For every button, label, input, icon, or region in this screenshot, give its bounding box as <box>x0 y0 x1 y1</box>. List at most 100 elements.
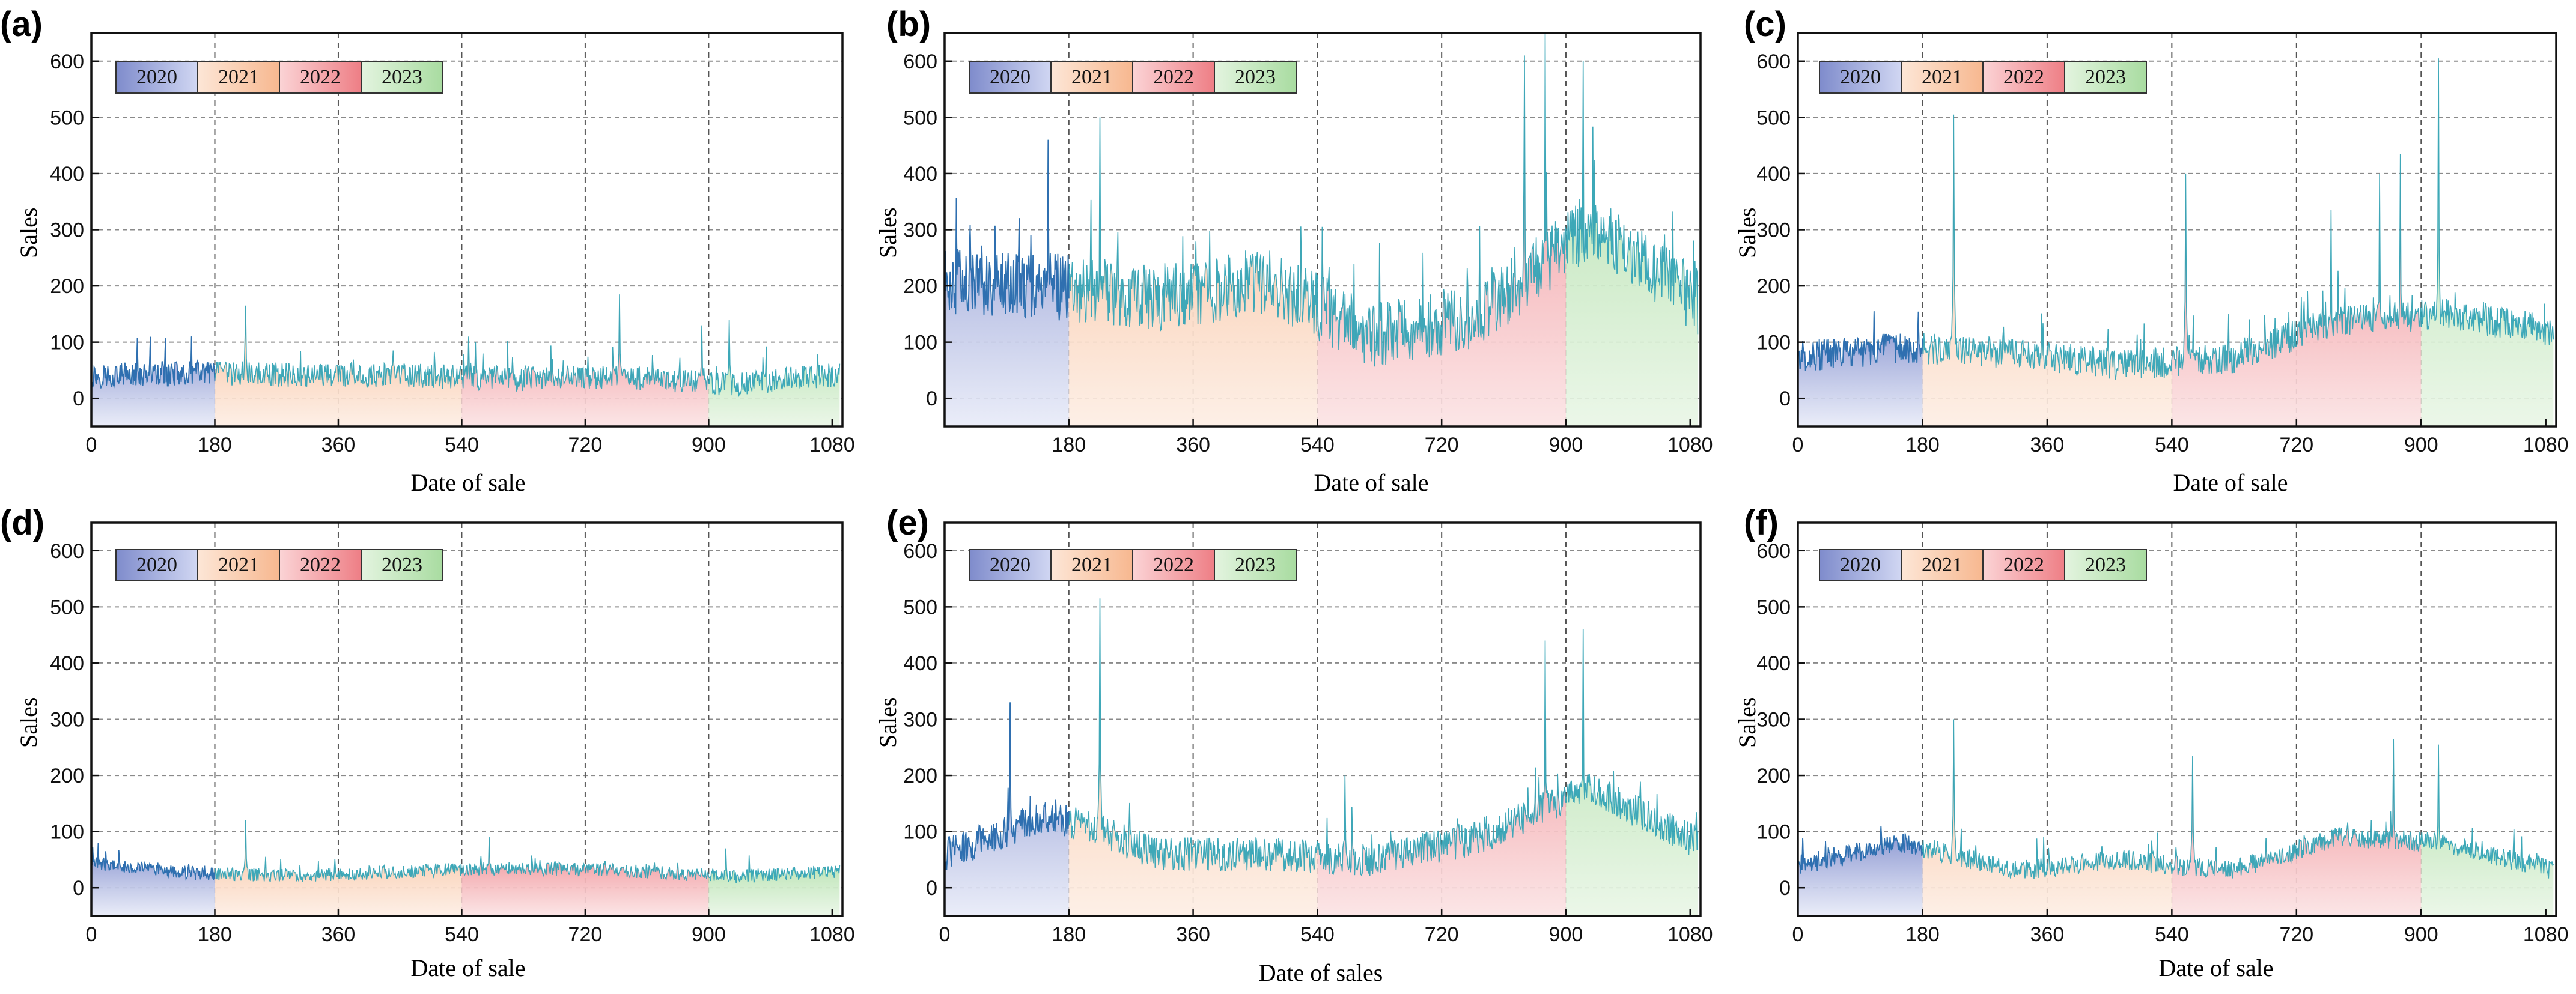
y-tick-label: 500 <box>1756 596 1791 619</box>
legend-item-2022: 2022 <box>1133 62 1215 92</box>
x-tick-label: 0 <box>1792 923 1804 946</box>
x-tick-label: 900 <box>2404 434 2438 456</box>
x-tick-label: 360 <box>321 923 356 946</box>
sales-line <box>945 598 1699 877</box>
x-tick-label: 720 <box>568 923 603 946</box>
x-tick-label: 180 <box>198 923 232 946</box>
sales-area-group <box>945 33 1699 426</box>
panel-b-plot: 0 100 200 300 400 500 600 180 360 540 720 900 1080 <box>903 32 1713 456</box>
y-tick-label: 400 <box>1756 652 1791 675</box>
y-tick-label: 400 <box>50 163 84 186</box>
year-legend: 2020 2021 2022 2023 <box>115 549 443 581</box>
sales-area-2022 <box>2172 739 2422 916</box>
x-tick-label: 0 <box>939 923 951 946</box>
y-tick-label: 300 <box>1756 219 1791 242</box>
x-tick-label: 180 <box>1052 923 1086 946</box>
sales-area-2023 <box>2421 58 2554 426</box>
x-axis-title: Date of sale <box>410 954 526 981</box>
y-axis-title: Sales <box>874 697 901 748</box>
sales-area-2023 <box>708 320 840 426</box>
sales-area-group <box>91 294 841 426</box>
legend-item-2023: 2023 <box>362 62 442 92</box>
sales-line <box>91 820 841 883</box>
y-tick-label: 500 <box>903 106 937 129</box>
sales-area-2020 <box>91 336 215 426</box>
panel-c: (c) 0 100 200 300 400 500 600 0 180 360 540 720 900 1… <box>1719 0 2576 499</box>
y-axis-title: Sales <box>1734 697 1761 748</box>
y-tick-label: 100 <box>903 821 937 844</box>
panel-label: (a) <box>0 5 43 44</box>
sales-line <box>1798 719 2554 879</box>
y-tick-label: 600 <box>50 540 84 563</box>
y-tick-label: 200 <box>903 765 937 787</box>
panel-label: (e) <box>886 503 929 542</box>
sales-area-2021 <box>215 820 462 916</box>
y-tick-label: 300 <box>1756 709 1791 732</box>
x-tick-label: 180 <box>198 434 232 456</box>
sales-area-2023 <box>2421 744 2554 916</box>
y-tick-label: 600 <box>50 50 84 73</box>
x-tick-label: 720 <box>2279 923 2313 946</box>
x-tick-label: 1080 <box>1667 923 1713 946</box>
legend-item-2020: 2020 <box>970 62 1052 92</box>
x-tick-label: 180 <box>1905 434 1940 456</box>
y-tick-label: 500 <box>903 596 937 619</box>
sales-area-2021 <box>215 305 462 426</box>
sales-line-2020 <box>945 702 1070 870</box>
x-tick-label: 1080 <box>809 434 855 456</box>
y-tick-label: 300 <box>50 219 84 242</box>
legend-item-2021: 2021 <box>1052 550 1133 580</box>
x-tick-label: 1080 <box>2523 923 2569 946</box>
x-tick-label: 180 <box>1052 434 1086 456</box>
y-axis-title: Sales <box>15 697 42 748</box>
x-axis-title: Date of sales <box>1258 959 1383 986</box>
sales-area-2021 <box>1922 114 2172 426</box>
x-tick-label: 360 <box>2030 434 2065 456</box>
y-tick-label: 600 <box>903 50 937 73</box>
sales-area-2022 <box>461 837 709 916</box>
sales-area-2020 <box>945 702 1069 916</box>
legend-item-2022: 2022 <box>1984 550 2065 580</box>
x-tick-label: 540 <box>2155 923 2189 946</box>
x-tick-label: 900 <box>692 434 726 456</box>
y-tick-label: 400 <box>50 652 84 675</box>
x-tick-label: 1080 <box>2523 434 2569 456</box>
y-tick-label: 0 <box>1779 387 1791 410</box>
legend-item-2023: 2023 <box>362 550 442 580</box>
x-axis-title: Date of sale <box>1314 469 1429 496</box>
sales-area-2020 <box>945 139 1069 426</box>
legend-item-2021: 2021 <box>198 550 280 580</box>
x-tick-label: 180 <box>1905 923 1940 946</box>
sales-line-2020 <box>91 336 216 390</box>
sales-area-2023 <box>708 848 840 916</box>
y-tick-label: 200 <box>50 765 84 787</box>
legend-item-2021: 2021 <box>1902 550 1984 580</box>
legend-item-2022: 2022 <box>1133 550 1215 580</box>
x-axis-title: Date of sale <box>2173 469 2288 496</box>
y-tick-label: 200 <box>50 275 84 298</box>
y-tick-label: 600 <box>1756 540 1791 563</box>
y-tick-label: 100 <box>50 332 84 354</box>
sales-area-2020 <box>1798 311 1923 426</box>
legend-item-2023: 2023 <box>1215 550 1296 580</box>
sales-line <box>1798 58 2554 380</box>
x-tick-label: 900 <box>692 923 726 946</box>
x-tick-label: 0 <box>86 434 97 456</box>
y-axis-title: Sales <box>1734 207 1761 258</box>
y-tick-label: 500 <box>1756 106 1791 129</box>
panel-a: (a) 0 100 200 300 400 500 600 0 180 360 540 720 900 1… <box>0 0 859 499</box>
y-axis-title: Sales <box>874 207 901 258</box>
x-tick-label: 360 <box>1176 923 1210 946</box>
sales-area-group <box>1798 58 2554 426</box>
panel-f: (f) 0 100 200 300 400 500 600 0 180 360 540 720 900 1… <box>1719 499 2576 994</box>
y-tick-label: 0 <box>1779 877 1791 900</box>
legend-item-2022: 2022 <box>280 62 362 92</box>
panel-b: (b) 0 100 200 300 400 500 600 180 360 540 720 900 10… <box>859 0 1719 499</box>
sales-area-group <box>91 820 841 916</box>
panel-d-plot: 0 100 200 300 400 500 600 0 180 360 540 720 900 1080 <box>50 521 855 946</box>
y-axis-title: Sales <box>15 207 42 258</box>
sales-line-2020 <box>91 843 216 881</box>
sales-area-2022 <box>1317 33 1566 426</box>
legend-item-2023: 2023 <box>1215 62 1296 92</box>
